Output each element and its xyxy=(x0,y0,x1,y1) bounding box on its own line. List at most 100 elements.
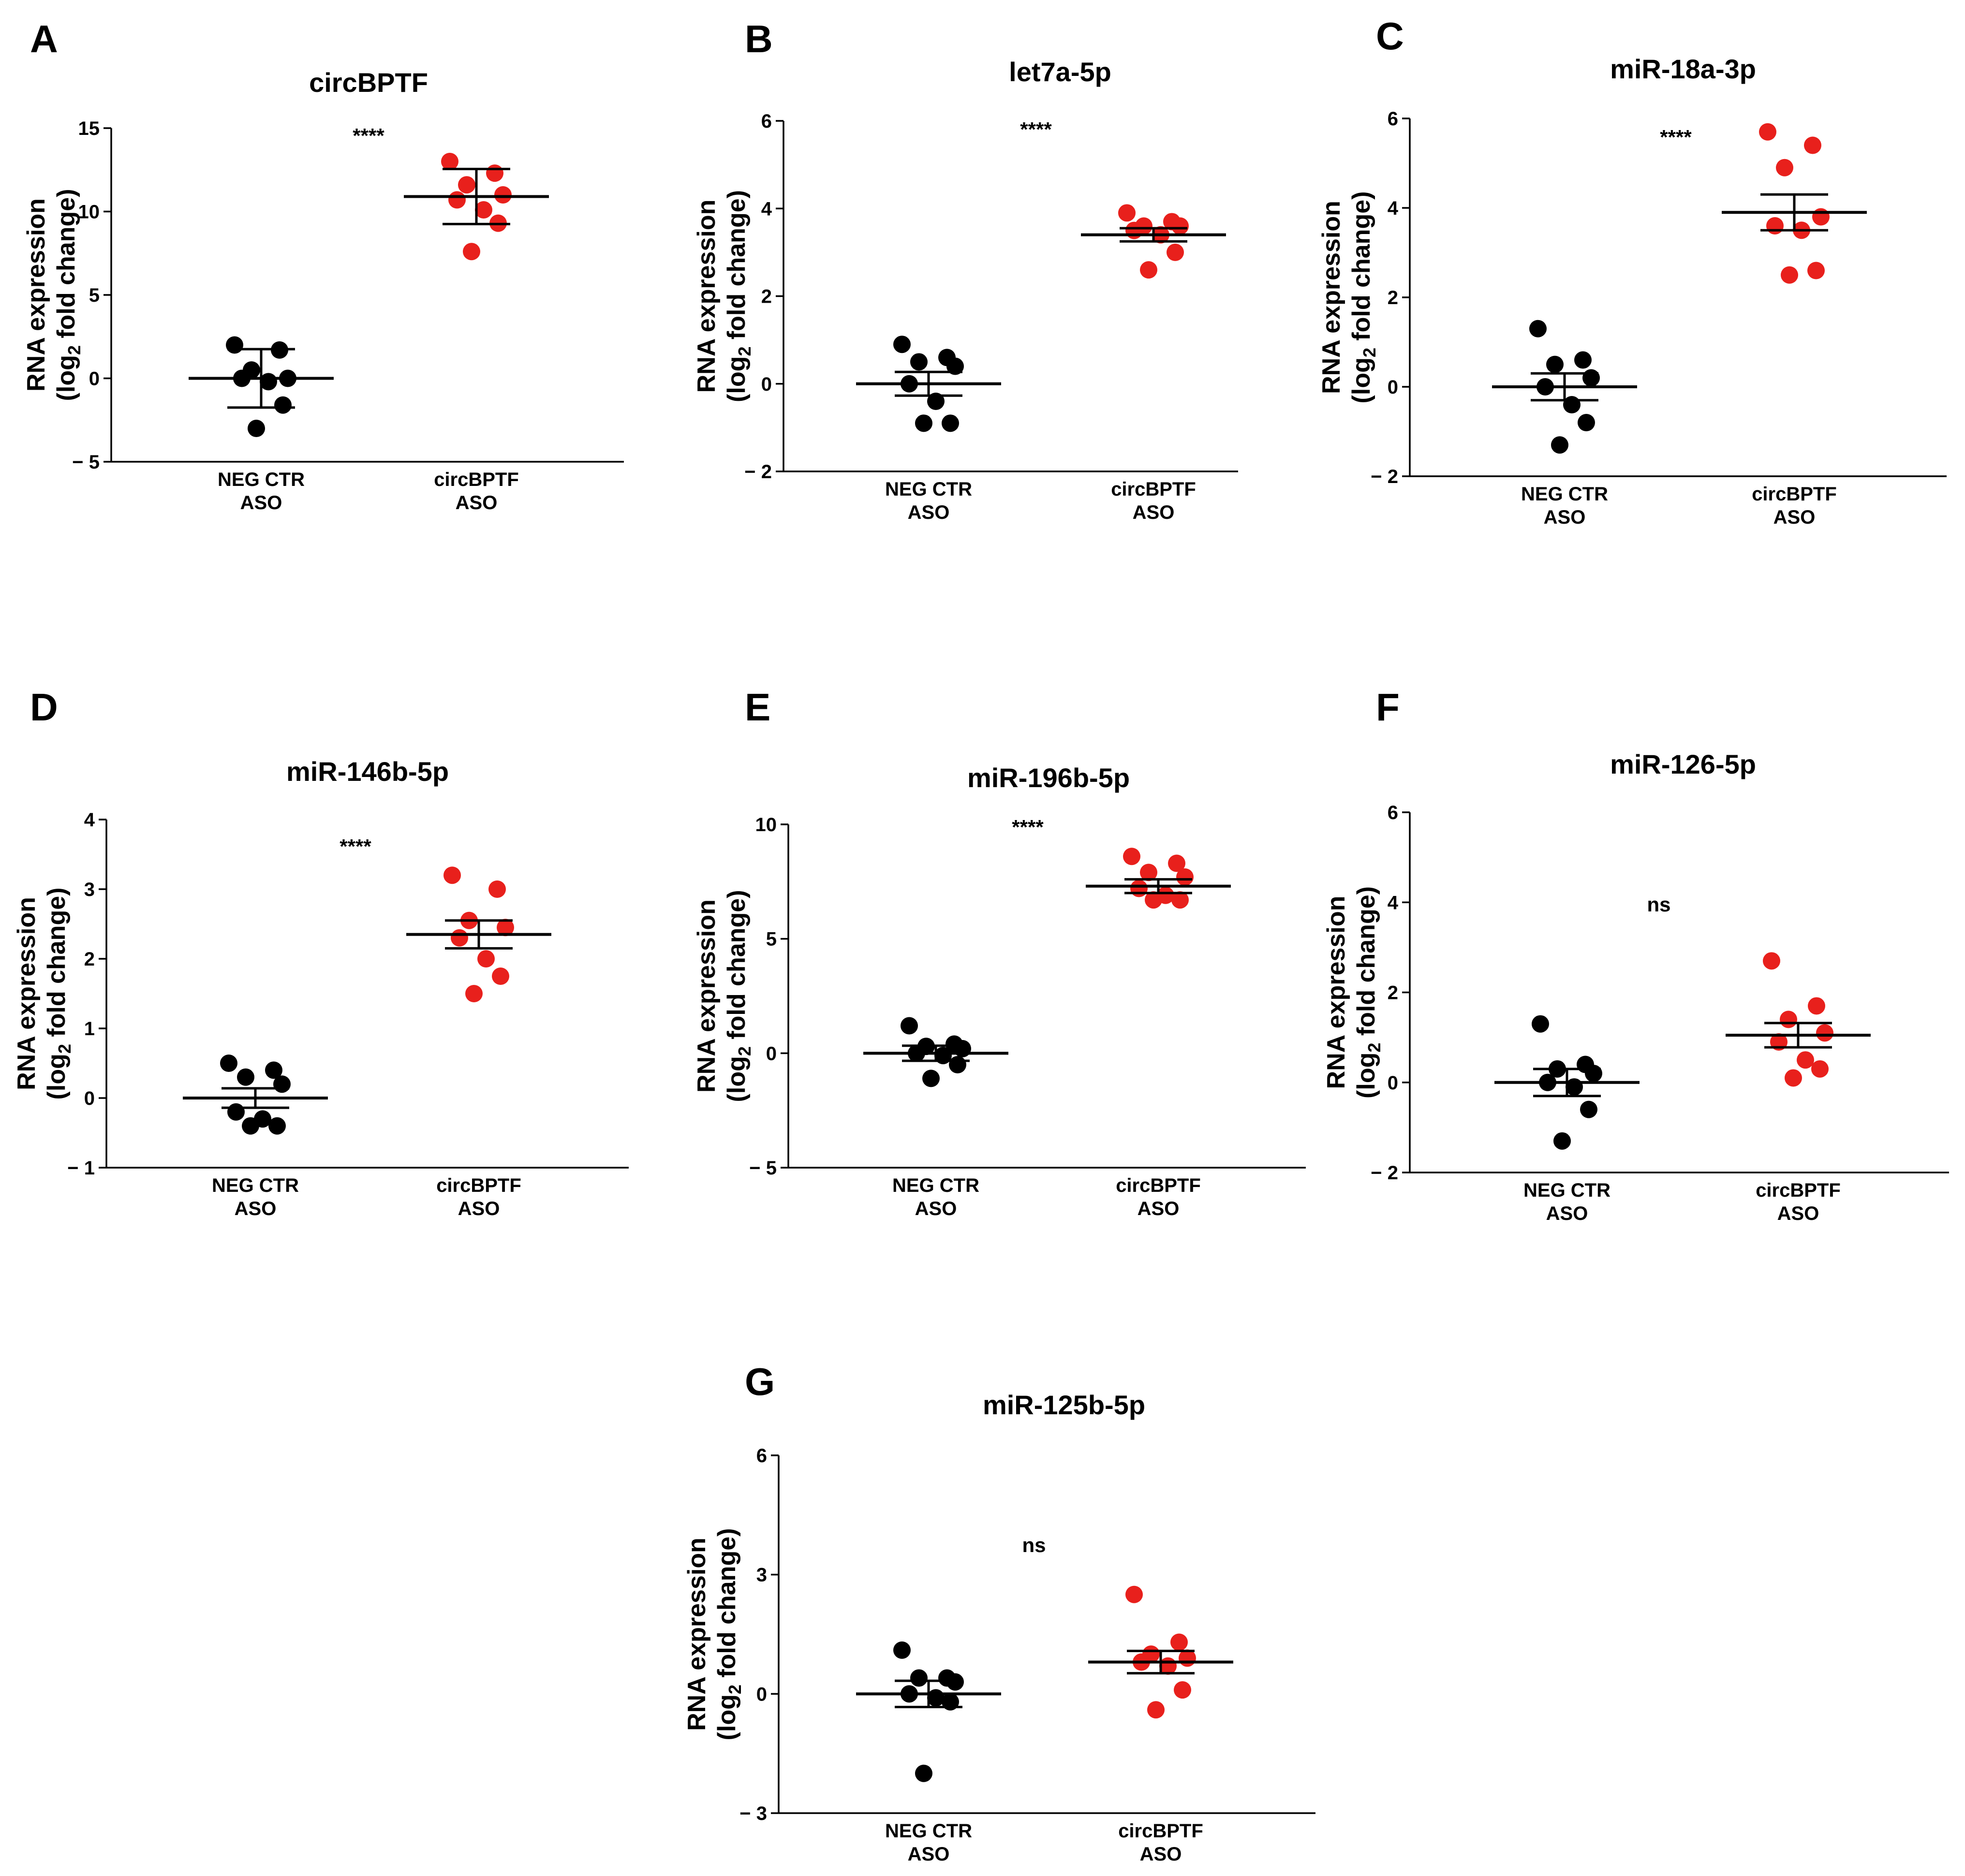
y-tick-label: 6 xyxy=(1388,108,1398,130)
panel-title: miR-125b-5p xyxy=(983,1390,1145,1420)
series-group xyxy=(1088,1585,1233,1719)
series-group xyxy=(856,336,1001,432)
data-point xyxy=(1759,123,1776,141)
data-point xyxy=(910,1669,928,1687)
data-point xyxy=(1168,854,1185,872)
y-axis-label-line1: RNA expression xyxy=(22,198,50,392)
y-tick-label: 4 xyxy=(84,809,95,831)
significance-label: **** xyxy=(1660,126,1692,148)
data-point xyxy=(448,191,466,209)
data-point xyxy=(1776,159,1793,176)
series-group xyxy=(1086,848,1231,909)
x-category-label: NEG CTR xyxy=(1521,484,1608,505)
data-point xyxy=(1170,1633,1188,1651)
y-tick-label: 2 xyxy=(84,949,95,970)
data-point xyxy=(915,414,932,432)
data-point xyxy=(463,243,480,261)
data-point xyxy=(265,1061,282,1079)
y-axis-label-line2: (log xyxy=(723,356,751,402)
y-tick-label: − 3 xyxy=(739,1803,767,1824)
x-category-label-line2: ASO xyxy=(456,492,498,513)
y-axis-label-subscript: 2 xyxy=(55,1044,74,1054)
data-point xyxy=(226,336,243,354)
data-point xyxy=(486,164,503,182)
series-group xyxy=(1492,320,1637,454)
x-category-label: NEG CTR xyxy=(218,469,305,490)
y-axis-label-subscript: 2 xyxy=(735,347,754,356)
y-tick-label: 0 xyxy=(1388,377,1398,398)
y-axis-label: RNA expression(log2 fold change) xyxy=(683,1528,745,1741)
data-point xyxy=(494,186,512,204)
data-point xyxy=(1176,868,1194,886)
panel-title: miR-126-5p xyxy=(1610,749,1756,779)
data-point xyxy=(1797,1051,1814,1069)
data-point xyxy=(1780,1011,1797,1028)
y-axis-label-line2-end: fold change) xyxy=(723,190,751,347)
y-axis-label: RNA expression(log2 fold change) xyxy=(693,190,754,402)
data-point xyxy=(1130,879,1148,897)
y-axis-label-line1: RNA expression xyxy=(13,897,41,1090)
y-axis-label-line1: RNA expression xyxy=(1317,201,1345,394)
data-point xyxy=(1808,997,1825,1015)
y-axis-label-subscript: 2 xyxy=(1364,1043,1384,1053)
y-tick-label: − 1 xyxy=(67,1158,95,1179)
data-point xyxy=(1812,208,1830,226)
y-axis-label-line2-end: fold change) xyxy=(52,189,80,346)
series-group xyxy=(1081,204,1226,279)
y-axis-label-subscript: 2 xyxy=(1359,348,1379,357)
panel-title: miR-196b-5p xyxy=(967,762,1130,793)
data-point xyxy=(1171,891,1189,909)
data-point xyxy=(492,967,509,985)
panel-letter: A xyxy=(30,17,58,60)
data-point xyxy=(1167,243,1184,261)
series-group xyxy=(189,336,334,437)
x-category-label-line2: ASO xyxy=(1133,502,1175,523)
y-axis-label-line1: RNA expression xyxy=(1322,896,1350,1089)
x-category-label: circBPTF xyxy=(434,469,519,490)
data-point xyxy=(954,1040,971,1057)
y-axis-label-line2-end: fold change) xyxy=(713,1528,741,1685)
series-group xyxy=(406,866,551,1002)
data-point xyxy=(1580,1100,1597,1118)
x-category-label-line2: ASO xyxy=(908,1844,950,1865)
data-point xyxy=(274,396,292,414)
data-point xyxy=(477,950,495,967)
data-point xyxy=(441,153,458,170)
y-axis-label-line2: (log xyxy=(713,1694,741,1740)
data-point xyxy=(1816,1024,1833,1042)
data-point xyxy=(1123,848,1140,865)
panel-title: miR-146b-5p xyxy=(286,756,449,787)
significance-label: **** xyxy=(1012,816,1044,838)
data-point xyxy=(1763,952,1780,970)
y-tick-label: 2 xyxy=(761,286,772,308)
data-point xyxy=(910,353,928,371)
y-tick-label: 5 xyxy=(766,929,777,950)
y-tick-label: 0 xyxy=(84,1088,95,1109)
series-group xyxy=(1722,123,1867,284)
x-category-label-line2: ASO xyxy=(458,1198,500,1219)
y-axis-label-subscript: 2 xyxy=(735,1046,754,1056)
data-point xyxy=(915,1764,932,1782)
y-axis-label-line2: (log xyxy=(43,1054,71,1099)
x-category-label: NEG CTR xyxy=(1523,1180,1610,1201)
y-axis-label-line1: RNA expression xyxy=(683,1538,711,1731)
panel-letter: G xyxy=(745,1360,775,1403)
data-point xyxy=(901,1017,918,1035)
x-category-label-line2: ASO xyxy=(1140,1844,1182,1865)
data-point xyxy=(893,336,911,353)
data-point xyxy=(248,420,265,437)
y-tick-label: − 2 xyxy=(744,461,772,483)
y-tick-label: − 5 xyxy=(72,452,100,473)
significance-label: ns xyxy=(1647,893,1670,916)
y-axis-label-line2-end: fold change) xyxy=(1352,886,1380,1043)
panel-letter: D xyxy=(30,686,58,729)
series-group xyxy=(1494,1015,1640,1150)
data-point xyxy=(1582,369,1600,387)
y-axis-label-subscript: 2 xyxy=(725,1685,745,1694)
data-point xyxy=(1140,261,1157,279)
y-tick-label: 1 xyxy=(84,1018,95,1040)
data-point xyxy=(893,1641,911,1659)
y-tick-label: 6 xyxy=(756,1445,767,1466)
data-point xyxy=(1578,414,1595,431)
